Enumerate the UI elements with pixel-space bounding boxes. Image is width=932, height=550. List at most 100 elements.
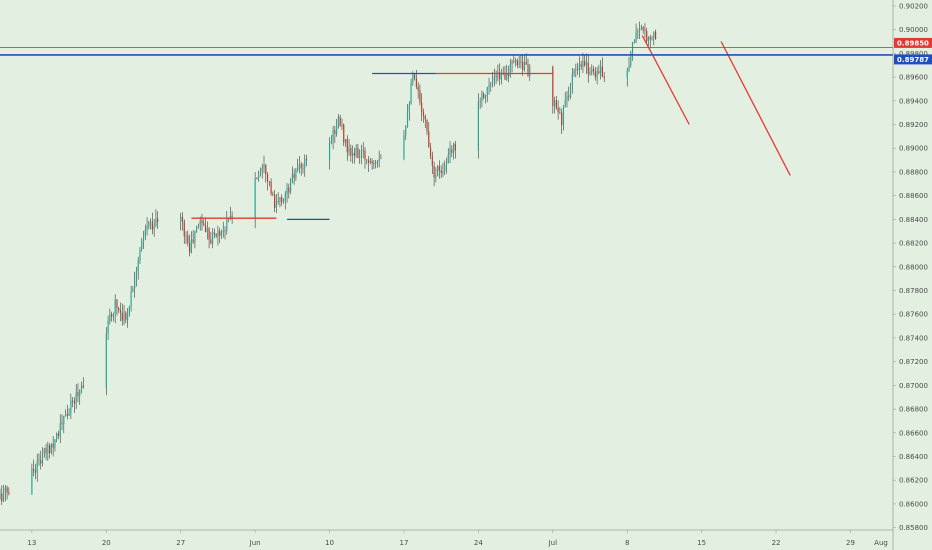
candle-up [153,225,155,230]
candle-up [336,121,338,135]
candle-down [353,153,355,156]
candle-down [561,112,563,125]
candle-up [452,143,455,153]
candle-up [596,71,598,78]
candles-layer [0,21,657,505]
candle-up [112,314,114,317]
candle-down [644,30,646,31]
candle-up [286,187,288,195]
candle-down [52,443,54,448]
candle-up [185,235,187,237]
candle-down [57,433,60,436]
candle-down [213,232,215,234]
candle-up [529,66,531,76]
candle-down [183,221,185,237]
red-level-line [720,41,791,176]
red-level-line [641,35,690,125]
candle-up [566,95,568,100]
y-axis-ticks: 0.85800 0.86000 0.86200 0.86400 0.86600 0.868… [893,2,928,532]
candle-down [438,166,441,171]
candle-up [591,68,593,72]
candle-down [305,159,308,161]
candle-down [82,385,84,388]
candle-up [2,492,5,502]
candle-up [144,229,146,238]
candle-up [523,61,526,71]
candle-up [302,167,304,169]
candle-down [72,400,74,402]
y-tick-label: 0.86600 [899,429,928,437]
y-tick-label: 0.89400 [899,97,928,105]
candle-up [291,174,293,182]
candle-up [258,174,260,179]
candle-up [54,439,56,448]
candle-up [105,333,107,388]
candle-up [639,28,641,31]
candle-down [49,445,51,454]
candle-up [518,61,520,66]
candle-up [220,231,223,236]
x-tick-label: 20 [102,539,111,547]
candle-down [415,78,417,87]
candle-up [484,96,487,99]
candle-down [440,170,442,173]
candle-down [495,76,497,78]
candle-down [77,392,79,397]
candle-up [134,280,136,289]
candle-down [513,61,515,63]
candle-up [36,461,38,473]
candle-down [66,414,68,416]
candle-up [328,142,331,161]
candle-up [130,291,132,307]
x-tick-label: 10 [325,539,334,547]
x-tick-label: 13 [27,539,36,547]
candle-down [424,115,426,120]
candle-up [637,30,639,32]
x-tick-label: 27 [176,539,185,547]
candle-down [203,223,205,226]
candle-up [515,59,517,62]
candle-down [584,61,586,66]
candle-up [348,148,350,153]
candle-up [408,104,410,112]
candle-up [376,161,378,163]
candle-down [414,74,416,79]
y-tick-label: 0.86800 [899,406,928,414]
candle-down [111,314,113,317]
price-tag-label: 0.89787 [897,56,929,64]
candle-down [268,181,270,182]
candle-up [199,220,201,226]
candle-up [355,147,357,156]
candle-down [219,231,221,236]
x-tick-label: 29 [846,539,855,547]
candle-down [507,73,510,77]
candle-up [114,299,116,315]
candle-up [564,99,566,107]
candle-up [553,100,556,106]
candle-up [585,62,588,66]
candle-down [339,116,341,127]
candle-down [642,26,644,31]
candle-up [351,153,354,156]
candle-up [500,73,503,80]
candle-up [633,41,635,43]
x-tick-label: Aug [874,539,888,547]
candle-down [8,492,10,494]
candle-up [190,239,192,253]
candle-up [375,162,377,164]
candle-up [332,130,334,141]
candle-up [142,237,145,242]
candle-down [433,165,435,178]
candle-up [437,166,439,176]
candle-down [371,160,373,163]
candle-down [483,93,485,99]
candle-up [405,126,407,136]
candle-up [155,218,157,226]
candle-down [428,131,430,148]
candle-down [116,299,118,309]
candle-down [34,470,37,473]
candle-up [600,66,602,73]
